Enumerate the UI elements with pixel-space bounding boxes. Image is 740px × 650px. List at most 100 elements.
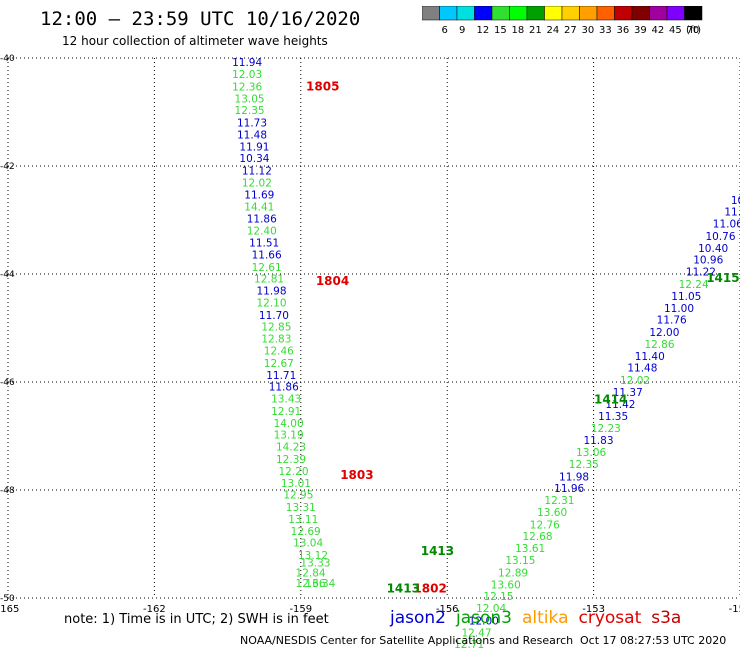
swh-data-label: 13.05: [235, 93, 265, 105]
swh-data-label: 13.34: [305, 578, 335, 590]
swh-data-label: 12.83: [261, 334, 291, 346]
swh-data-label: 12.23: [591, 423, 621, 435]
wave-height-values: 11.9412.0312.3613.0512.3511.7311.4811.91…: [232, 57, 740, 650]
color-scale-label: 9: [459, 25, 465, 36]
swh-data-label: 12.69: [291, 526, 321, 538]
swh-data-label: 12.39: [276, 454, 306, 466]
pass-time-label: 1804: [316, 274, 349, 288]
swh-data-label: 11.66: [252, 249, 282, 261]
satellite-legend-jason3: jason3: [456, 608, 512, 628]
pass-time-label: 1805: [306, 79, 339, 93]
swh-data-label: 13.12: [298, 550, 328, 562]
generated-timestamp: Oct 17 08:27:53 UTC 2020: [580, 634, 727, 647]
swh-data-label: 12.20: [278, 466, 308, 478]
swh-data-label: 12.85: [261, 322, 291, 334]
swh-data-label: 13.60: [491, 579, 521, 591]
pass-time-label: 1802: [413, 582, 446, 596]
swh-data-label: 12.31: [544, 495, 574, 507]
pass-time-label: 1414: [594, 393, 627, 407]
y-tick-label: -48: [0, 486, 15, 496]
satellite-legend-altika: altika: [522, 608, 569, 628]
axis-tick-labels: -165 -162 -159 -156 -153 -150 -40 -42 -44 -46 -48 -…: [0, 54, 740, 615]
color-scale-label: 30: [582, 25, 595, 36]
swh-data-label: 12.84: [296, 567, 326, 579]
swh-data-label: 11.71: [266, 370, 296, 382]
color-scale-label: 24: [547, 25, 560, 36]
x-tick-label: -153: [582, 604, 605, 615]
color-scale-label: 33: [599, 25, 612, 36]
swh-data-label: 12.81: [254, 274, 284, 286]
swh-data-label: 12.00: [469, 615, 499, 627]
swh-data-label: 12.24: [679, 279, 709, 291]
color-scale-label: 27: [564, 25, 577, 36]
swh-data-label: 13.15: [505, 555, 535, 567]
swh-data-label: 10: [731, 195, 740, 207]
x-tick-label: -150: [729, 604, 740, 615]
swh-data-label: 12.76: [530, 519, 560, 531]
wave-height-color-scale: 6 9 12 15 18 21 24 27 30 33 36 39 42 45 70(ft): [422, 6, 703, 36]
x-tick-label: -156: [436, 604, 459, 615]
swh-data-label: 11.40: [635, 351, 665, 363]
swh-data-label: 13.33: [300, 558, 330, 570]
swh-data-label: 12.02: [620, 375, 650, 387]
color-scale-label: 12: [477, 25, 490, 36]
swh-data-label: 13.43: [271, 394, 301, 406]
swh-data-label: 11.76: [657, 315, 687, 327]
swh-data-label: 10.76: [705, 231, 735, 243]
pass-time-label: 1413: [421, 544, 454, 558]
y-tick-label: -46: [0, 378, 15, 388]
swh-data-label: 11.48: [237, 129, 267, 141]
color-scale-label: 18: [512, 25, 525, 36]
pass-time-label: 1415: [706, 271, 739, 285]
color-scale-label: 6: [442, 25, 448, 36]
swh-data-label: 11.91: [239, 141, 269, 153]
y-tick-label: -42: [0, 162, 15, 172]
satellite-legend-s3a: s3a: [651, 608, 682, 628]
swh-data-label: 11.86: [269, 382, 299, 394]
satellite-legend: jason2 jason3 altika cryosat s3a: [390, 608, 691, 628]
swh-data-label: 11.35: [598, 411, 628, 423]
swh-data-label: 14.41: [244, 201, 274, 213]
y-tick-label: -40: [0, 54, 15, 64]
swh-data-label: 11.42: [605, 399, 635, 411]
swh-data-label: 11.00: [664, 303, 694, 315]
swh-data-label: 12.68: [522, 531, 552, 543]
swh-data-label: 11.94: [232, 57, 262, 69]
swh-data-label: 12.66: [296, 578, 326, 590]
swh-data-label: 13.60: [537, 507, 567, 519]
swh-data-label: 11.06: [713, 219, 740, 231]
satellite-legend-jason2: jason2: [390, 608, 446, 628]
swh-data-label: 11.73: [237, 118, 267, 130]
swh-data-label: 12.47: [461, 627, 491, 639]
swh-data-label: 11.12: [242, 166, 272, 178]
y-tick-label: -44: [0, 270, 15, 280]
color-scale-label: 39: [634, 25, 647, 36]
pass-time-label: 1803: [340, 468, 373, 482]
swh-data-label: 13.19: [274, 430, 304, 442]
swh-data-label: 11.96: [554, 483, 584, 495]
color-scale-label: 70: [687, 25, 700, 36]
swh-data-label: 12.46: [264, 345, 294, 357]
swh-data-label: 12.61: [252, 262, 282, 274]
swh-data-label: 12.40: [247, 226, 277, 238]
grid-lines: [7, 57, 740, 599]
swh-data-label: 12.86: [644, 339, 674, 351]
color-scale-unit: (ft): [686, 25, 701, 36]
swh-data-label: 12.67: [264, 358, 294, 370]
swh-data-label: 12.35: [235, 105, 265, 117]
swh-data-label: 13.01: [281, 478, 311, 490]
color-scale-label: 36: [617, 25, 630, 36]
color-scale-label: 45: [669, 25, 682, 36]
swh-data-label: 12.89: [498, 567, 528, 579]
credit-line: NOAA/NESDIS Center for Satellite Applica…: [240, 634, 574, 647]
x-tick-label: -159: [289, 604, 312, 615]
swh-data-label: 12.02: [242, 178, 272, 190]
swh-data-label: 13.31: [286, 502, 316, 514]
footnote: note: 1) Time is in UTC; 2) SWH is in fe…: [64, 612, 329, 627]
chart-subtitle: 12 hour collection of altimeter wave hei…: [62, 34, 328, 48]
swh-data-label: 10.40: [698, 243, 728, 255]
swh-data-label: 11.37: [613, 387, 643, 399]
x-tick-label: -162: [143, 604, 166, 615]
